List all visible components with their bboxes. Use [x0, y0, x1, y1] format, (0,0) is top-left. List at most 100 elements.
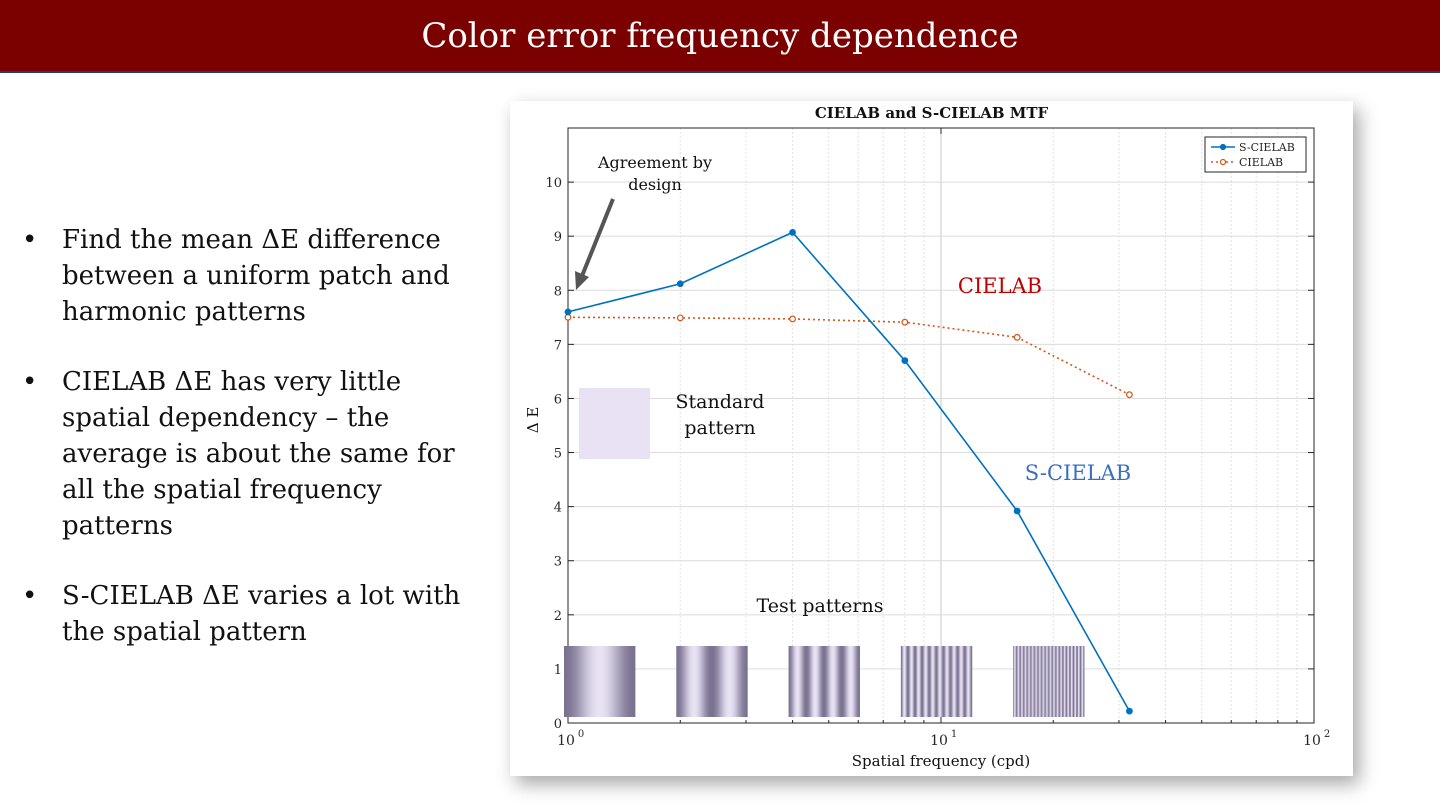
y-tick-label: 3 [554, 555, 562, 570]
test-pattern-stripe [946, 646, 948, 717]
test-pattern-stripe [931, 646, 933, 717]
test-pattern-stripe [625, 646, 628, 717]
test-pattern-stripe [1054, 646, 1057, 717]
agreement-annotation-line2: design [628, 175, 682, 194]
test-pattern-stripe [1032, 646, 1034, 717]
test-pattern-stripe [581, 646, 583, 717]
test-pattern-stripe [1068, 646, 1071, 717]
test-pattern-stripe [595, 646, 597, 717]
test-pattern-stripe [572, 646, 574, 717]
test-pattern-stripe [970, 646, 973, 717]
test-pattern-stripe [571, 646, 573, 717]
test-pattern-stripe [809, 646, 812, 717]
test-pattern-stripe [1023, 646, 1025, 717]
y-tick-label: 8 [554, 284, 562, 299]
test-pattern-stripe [856, 646, 858, 717]
test-pattern-stripe [923, 646, 925, 717]
test-pattern-stripe [956, 646, 959, 717]
test-pattern-stripe [916, 646, 918, 717]
test-pattern-stripe [577, 646, 579, 717]
test-pattern-stripe [933, 646, 935, 717]
test-pattern-stripe [1075, 646, 1077, 717]
test-pattern-stripe [836, 646, 838, 717]
test-pattern-stripe [694, 646, 696, 717]
test-pattern-stripe [1051, 646, 1054, 717]
series-point-s-cielab [1126, 707, 1133, 715]
test-pattern-stripe [963, 646, 966, 717]
test-pattern-stripe [736, 646, 738, 717]
y-tick-label: 6 [554, 392, 562, 407]
test-pattern-stripe [842, 646, 844, 717]
test-pattern-stripe [939, 646, 941, 717]
bullet-text: S-CIELAB ΔE varies a lot with the spatia… [62, 581, 461, 647]
test-pattern-stripe [943, 646, 945, 717]
test-pattern-stripe [573, 646, 575, 717]
test-pattern-stripe [791, 646, 794, 717]
test-pattern-stripe [837, 646, 839, 717]
test-pattern-stripe [1065, 646, 1068, 717]
test-pattern-stripe [740, 646, 742, 717]
test-pattern-stripe [580, 646, 582, 717]
x-tick-label: 10 [1303, 733, 1321, 749]
test-pattern-stripe [915, 646, 917, 717]
series-point-cielab [1126, 391, 1133, 399]
test-pattern-stripe [678, 646, 680, 717]
test-pattern-stripe [582, 646, 584, 717]
test-pattern-stripe [679, 646, 681, 717]
series-point-s-cielab [676, 280, 684, 288]
test-pattern-stripe [704, 646, 707, 717]
test-pattern-stripe [854, 646, 856, 717]
test-pattern-stripe [800, 646, 803, 717]
test-pattern-stripe [1069, 646, 1072, 717]
test-pattern-stripe [693, 646, 695, 717]
test-pattern-stripe [617, 646, 620, 717]
test-pattern-stripe [930, 646, 932, 717]
test-pattern-stripe [814, 646, 817, 717]
test-pattern-stripe [676, 646, 678, 717]
test-pattern-stripe [920, 646, 922, 717]
test-pattern-stripe [817, 646, 820, 717]
test-pattern-stripe [919, 646, 921, 717]
test-pattern-stripe [965, 646, 968, 717]
test-pattern-stripe [1043, 646, 1045, 717]
test-pattern-stripe [600, 646, 602, 717]
test-pattern-stripe [714, 646, 717, 717]
series-point-s-cielab [1013, 507, 1021, 515]
test-pattern-stripe [683, 646, 685, 717]
test-pattern-stripe [626, 646, 629, 717]
series-point-s-cielab [901, 357, 909, 364]
x-axis-label: Spatial frequency (cpd) [851, 752, 1031, 770]
test-pattern-stripe [827, 646, 829, 717]
test-pattern-stripe [680, 646, 682, 717]
test-pattern-stripe [574, 646, 576, 717]
test-pattern-stripe [900, 646, 903, 717]
test-pattern-stripe [1038, 646, 1040, 717]
test-pattern-stripe [795, 646, 798, 717]
test-pattern-stripe [630, 646, 633, 717]
test-pattern-stripe [804, 646, 807, 717]
test-pattern-stripe [685, 646, 687, 717]
test-pattern-stripe [598, 646, 600, 717]
test-pattern-stripe [700, 646, 703, 717]
test-pattern-stripe [960, 646, 963, 717]
test-pattern-stripe [616, 646, 619, 717]
test-pattern-stripe [1053, 646, 1056, 717]
test-pattern-stripe [731, 646, 733, 717]
standard-pattern-line2: pattern [684, 417, 756, 439]
test-pattern-stripe [858, 646, 860, 717]
test-pattern-stripe [1064, 646, 1067, 717]
test-pattern-stripe [816, 646, 819, 717]
test-pattern-stripe [1046, 646, 1049, 717]
test-pattern-stripe [948, 646, 950, 717]
test-pattern-stripe [935, 646, 937, 717]
test-pattern-stripe [1050, 646, 1053, 717]
test-pattern-stripe [1077, 646, 1079, 717]
test-pattern-stripe [692, 646, 694, 717]
x-tick-label: 10 [930, 733, 948, 749]
cielab-annotation: CIELAB [957, 274, 1043, 298]
test-pattern-stripe [797, 646, 800, 717]
test-pattern-stripe [742, 646, 744, 717]
test-pattern-stripe [596, 646, 598, 717]
test-pattern-stripe [952, 646, 954, 717]
test-pattern-stripe [903, 646, 906, 717]
